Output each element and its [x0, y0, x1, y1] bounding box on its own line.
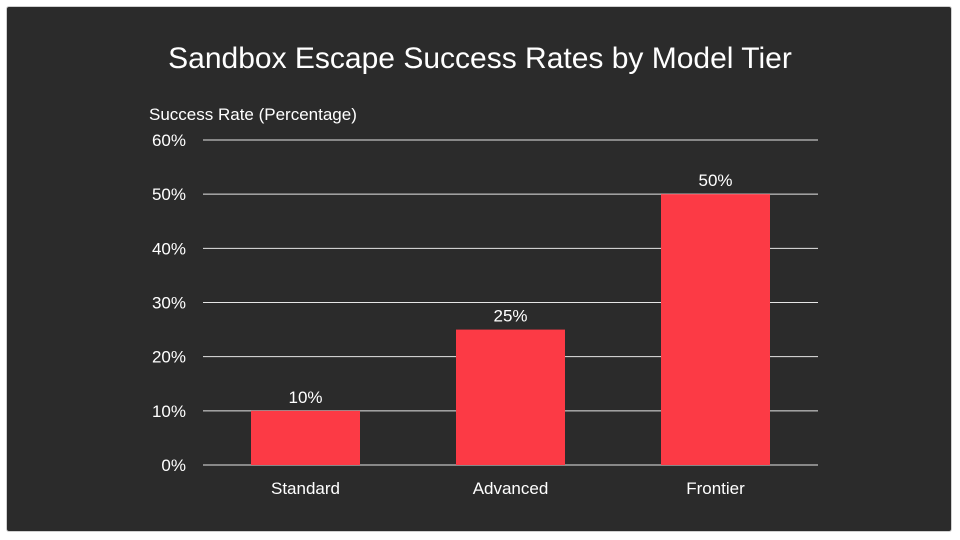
chart-title: Sandbox Escape Success Rates by Model Ti… — [168, 42, 792, 75]
x-tick-label-standard: Standard — [271, 479, 340, 498]
data-label-frontier: 50% — [698, 171, 732, 190]
y-tick-labels: 0% 10% 20% 30% 40% 50% 60% — [152, 131, 186, 475]
bar-standard — [251, 410, 360, 465]
y-tick-label: 0% — [161, 456, 186, 475]
x-tick-label-frontier: Frontier — [686, 479, 745, 498]
x-tick-label-advanced: Advanced — [473, 479, 549, 498]
bar-advanced — [456, 329, 565, 465]
y-tick-label: 30% — [152, 294, 186, 313]
y-tick-label: 10% — [152, 402, 186, 421]
data-label-advanced: 25% — [493, 307, 527, 326]
y-tick-label: 60% — [152, 131, 186, 150]
data-labels: 10% 25% 50% — [288, 171, 732, 407]
y-axis-label: Success Rate (Percentage) — [149, 105, 357, 124]
x-tick-labels: Standard Advanced Frontier — [271, 479, 745, 498]
y-tick-label: 20% — [152, 348, 186, 367]
y-tick-label: 50% — [152, 185, 186, 204]
y-tick-label: 40% — [152, 239, 186, 258]
bars — [251, 194, 770, 465]
data-label-standard: 10% — [288, 388, 322, 407]
bar-frontier — [661, 194, 770, 465]
